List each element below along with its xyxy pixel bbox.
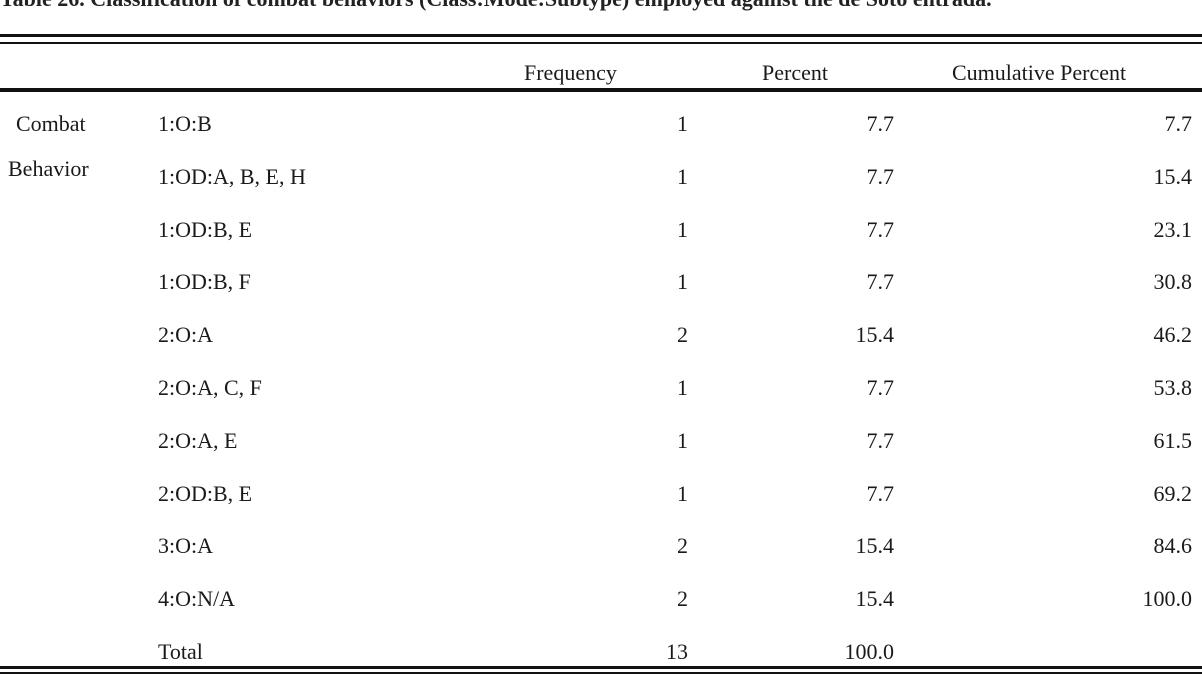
row-label: 1:OD:A, B, E, H — [158, 164, 306, 189]
row-cumulative-percent: 15.4 — [1153, 164, 1193, 189]
row-cumulative-percent: 46.2 — [1153, 322, 1193, 347]
row-percent: 100.0 — [844, 639, 895, 664]
row-label: 1:O:B — [158, 111, 212, 136]
row-percent: 7.7 — [866, 428, 895, 453]
row-label: 1:OD:B, E — [158, 217, 253, 242]
row-frequency: 1 — [677, 428, 688, 453]
row-frequency: 2 — [677, 586, 688, 611]
row-percent: 15.4 — [855, 322, 895, 347]
row-cumulative-percent: 7.7 — [1164, 111, 1193, 136]
row-frequency: 1 — [677, 217, 688, 242]
row-frequency: 1 — [677, 164, 688, 189]
row-percent: 15.4 — [855, 586, 895, 611]
row-percent: 15.4 — [855, 533, 895, 558]
row-label: 1:OD:B, F — [158, 269, 251, 294]
row-frequency: 2 — [677, 533, 688, 558]
row-percent: 7.7 — [866, 164, 895, 189]
row-frequency: 2 — [677, 322, 688, 347]
row-label: 3:O:A — [158, 533, 213, 558]
header-percent: Percent — [762, 60, 828, 85]
row-percent: 7.7 — [866, 375, 895, 400]
top-rule-thin — [0, 42, 1202, 44]
row-cumulative-percent: 23.1 — [1153, 217, 1193, 242]
row-frequency: 1 — [677, 111, 688, 136]
row-frequency: 13 — [666, 639, 688, 664]
row-label: 2:O:A — [158, 322, 213, 347]
row-label: 2:OD:B, E — [158, 481, 253, 506]
row-frequency: 1 — [677, 481, 688, 506]
bottom-rule-thin — [0, 672, 1202, 674]
row-cumulative-percent: 100.0 — [1142, 586, 1193, 611]
row-frequency: 1 — [677, 269, 688, 294]
row-percent: 7.7 — [866, 481, 895, 506]
row-stub-line-2: Behavior — [8, 156, 89, 181]
row-cumulative-percent: 30.8 — [1153, 269, 1193, 294]
row-frequency: 1 — [677, 375, 688, 400]
row-cumulative-percent: 84.6 — [1153, 533, 1193, 558]
row-label: 2:O:A, E — [158, 428, 238, 453]
row-label: 2:O:A, C, F — [158, 375, 262, 400]
header-frequency: Frequency — [524, 60, 617, 85]
row-percent: 7.7 — [866, 269, 895, 294]
row-cumulative-percent: 61.5 — [1153, 428, 1193, 453]
row-label: 4:O:N/A — [158, 586, 235, 611]
row-percent: 7.7 — [866, 111, 895, 136]
table-caption: Table 26. Classification of combat behav… — [0, 0, 992, 12]
row-cumulative-percent: 69.2 — [1153, 481, 1193, 506]
row-percent: 7.7 — [866, 217, 895, 242]
top-rule-thick — [0, 34, 1202, 37]
row-label: Total — [158, 639, 203, 664]
header-cumulative-percent: Cumulative Percent — [952, 60, 1127, 85]
header-rule — [0, 88, 1202, 92]
row-cumulative-percent: 53.8 — [1153, 375, 1193, 400]
row-stub-line-1: Combat — [16, 111, 86, 136]
bottom-rule-thick — [0, 666, 1202, 669]
